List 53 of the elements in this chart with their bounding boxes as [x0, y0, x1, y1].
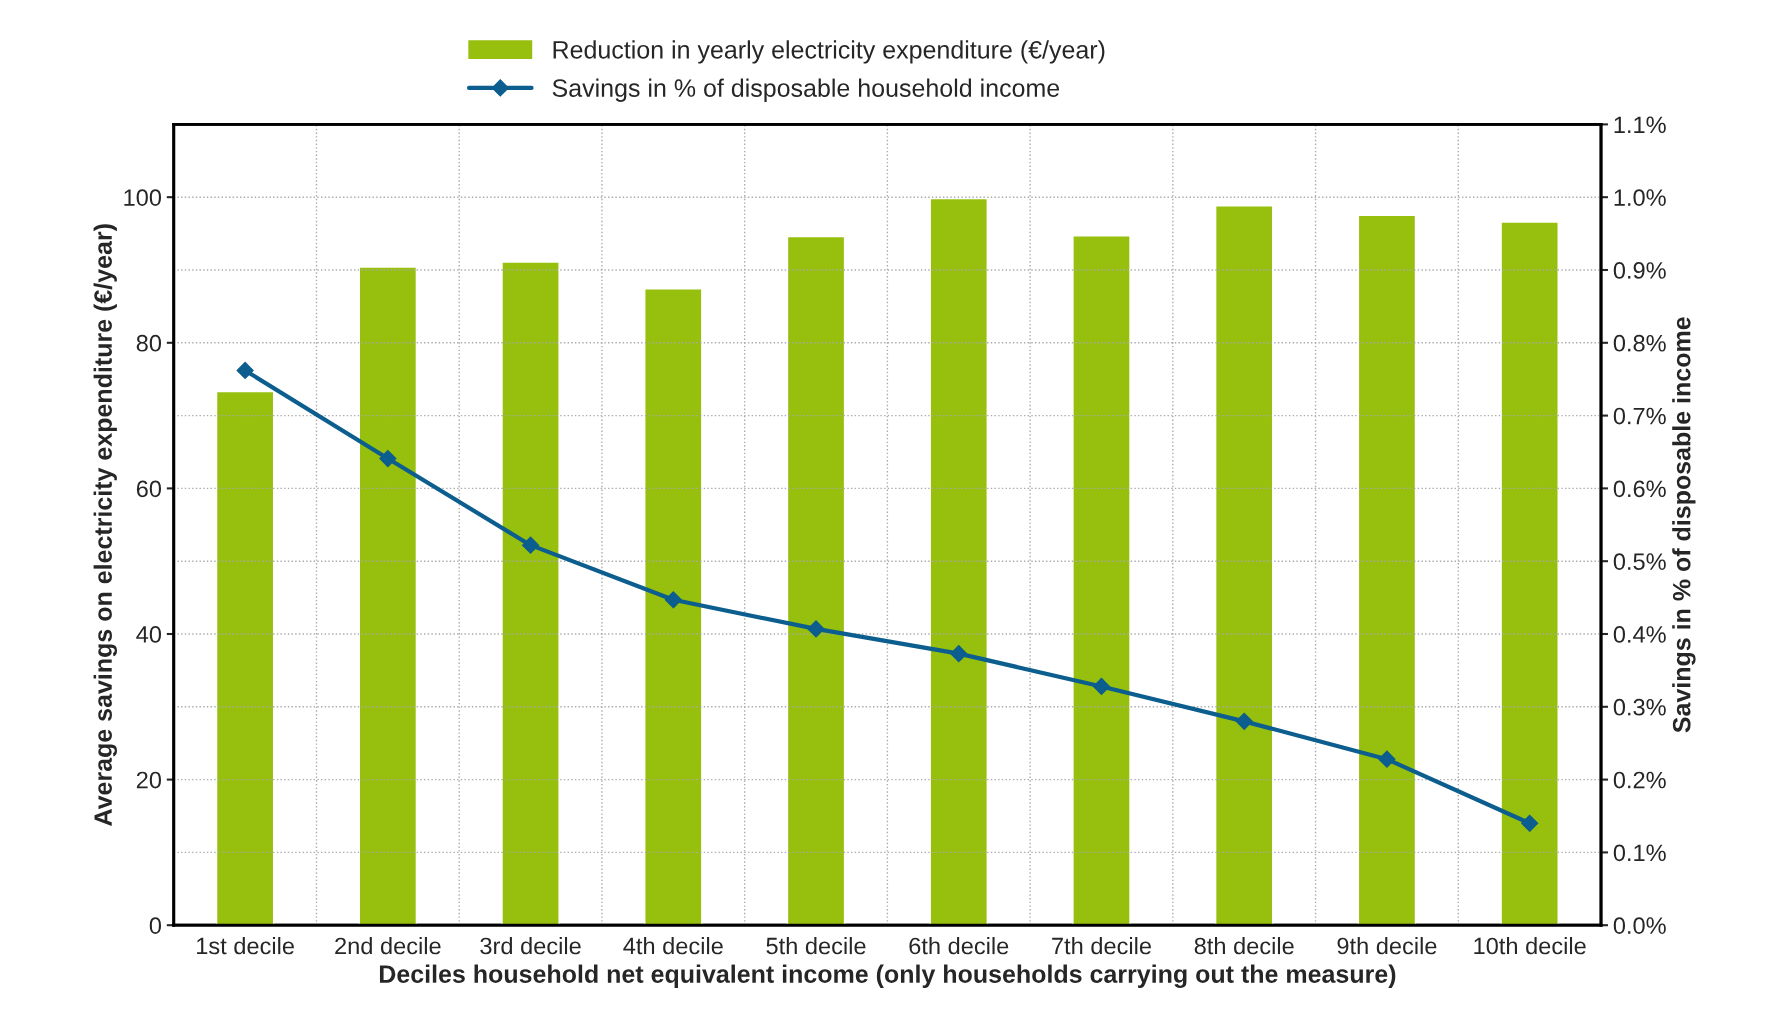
point: [1092, 677, 1111, 695]
y2-tick-label: 0.7%: [1613, 407, 1666, 425]
point: [522, 536, 540, 554]
y2-tick-label: 1.0%: [1614, 189, 1666, 206]
bar: [929, 197, 988, 926]
x-axis-title: Deciles household net equivalent income (only households carrying out the measure): [379, 964, 1396, 988]
y-tick-label: 20: [136, 771, 162, 789]
y-tick-label: 100: [124, 189, 162, 206]
point: [664, 591, 682, 609]
y-tick-label: 0: [149, 917, 162, 934]
bar: [1072, 235, 1131, 926]
y2-tick-label: 0.3%: [1613, 698, 1666, 716]
point: [1378, 750, 1396, 768]
y2-axis-title: Savings in % of disposable income: [1672, 317, 1696, 733]
x-tick-label: 3rd decile: [480, 937, 581, 955]
bar: [1357, 214, 1417, 926]
bar: [644, 288, 703, 926]
y-axis-title: Average savings on electricity expenditure (€/year): [93, 224, 117, 826]
y2-tick-label: 0.9%: [1613, 262, 1666, 279]
bar: [1214, 205, 1274, 926]
y2-tick-label: 0.8%: [1613, 334, 1666, 352]
y-tick-label: 80: [136, 334, 162, 352]
legend-label: Savings in % of disposable household income: [552, 78, 1060, 102]
x-tick-label: 10th decile: [1474, 937, 1586, 955]
x-tick-label: 7th decile: [1052, 937, 1151, 955]
bar: [501, 261, 560, 926]
point: [1521, 814, 1539, 832]
y2-tick-label: 0.2%: [1613, 771, 1666, 789]
y2-tick-label: 0.1%: [1613, 844, 1666, 862]
legend-label: Reduction in yearly electricity expenditure (€/year): [553, 40, 1105, 64]
point: [807, 620, 825, 638]
x-tick-label: 5th decile: [766, 937, 866, 955]
y2-tick-label: 0.5%: [1613, 553, 1666, 570]
x-tick-label: 6th decile: [909, 937, 1009, 955]
y2-tick-label: 0.4%: [1613, 626, 1666, 643]
point: [950, 645, 968, 663]
point: [379, 449, 397, 468]
y-tick-label: 40: [136, 626, 162, 643]
bar: [1500, 221, 1559, 926]
bar: [215, 390, 275, 926]
y2-tick-label: 1.1%: [1614, 116, 1666, 134]
bar: [358, 266, 418, 926]
point: [1235, 712, 1253, 730]
y2-tick-label: 0.6%: [1613, 480, 1666, 498]
point: [236, 361, 254, 380]
y2-tick-label: 0.0%: [1613, 917, 1666, 934]
x-tick-label: 1st decile: [197, 937, 294, 955]
x-tick-label: 2nd decile: [335, 937, 441, 955]
x-tick-label: 9th decile: [1337, 937, 1437, 955]
y-tick-label: 60: [136, 480, 162, 498]
x-tick-label: 4th decile: [623, 937, 723, 955]
x-tick-label: 8th decile: [1194, 937, 1294, 955]
bar: [786, 235, 846, 926]
